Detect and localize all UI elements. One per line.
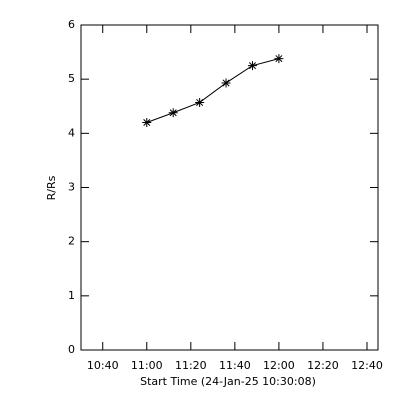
x-tick-label: 11:20: [175, 359, 207, 372]
data-point: [247, 61, 257, 71]
y-axis-title: R/Rs: [45, 175, 58, 200]
data-point: [168, 108, 178, 118]
x-tick-label: 11:40: [219, 359, 251, 372]
data-point: [195, 97, 205, 107]
x-tick-label: 11:00: [131, 359, 163, 372]
y-tick-label: 4: [68, 126, 75, 139]
x-axis-title: Start Time (24-Jan-25 10:30:08): [140, 375, 316, 388]
data-point: [142, 118, 152, 127]
x-tick-label: 12:00: [263, 359, 295, 372]
y-tick-label: 3: [68, 181, 75, 194]
data-point: [221, 78, 231, 88]
y-tick-label: 6: [68, 18, 75, 31]
data-point: [274, 54, 284, 64]
x-tick-label: 12:40: [351, 359, 383, 372]
fit-line: [146, 58, 280, 123]
y-tick-label: 5: [68, 72, 75, 85]
plot-frame: [80, 24, 379, 351]
x-tick-label: 10:40: [87, 359, 119, 372]
y-tick-label: 0: [68, 343, 75, 356]
y-tick-label: 2: [68, 235, 75, 248]
x-tick-label: 12:20: [307, 359, 339, 372]
y-tick-label: 1: [68, 289, 75, 302]
